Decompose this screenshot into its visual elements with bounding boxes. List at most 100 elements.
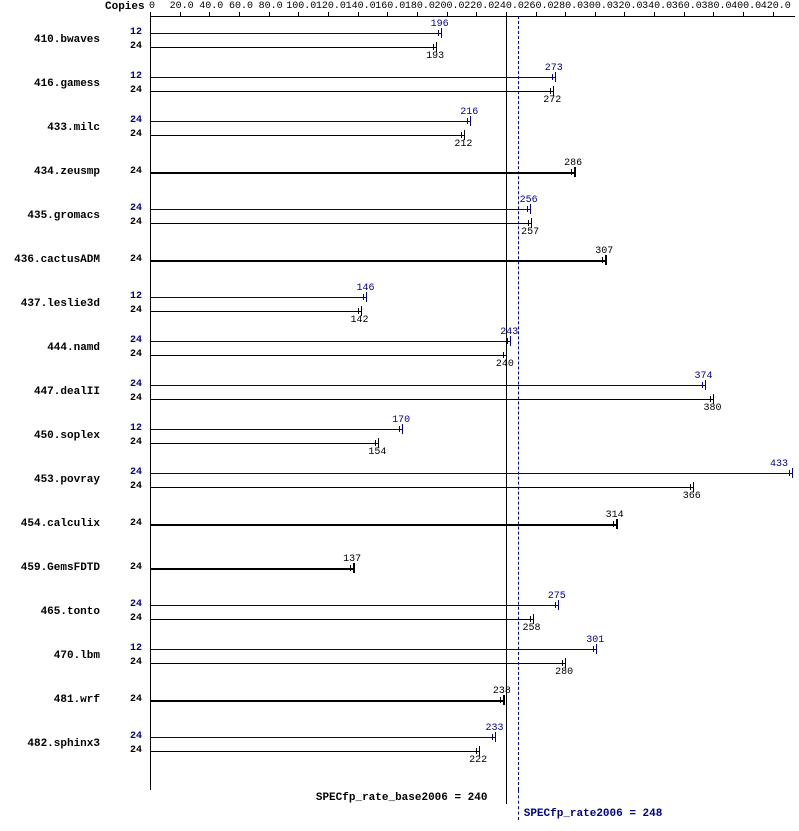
x-tick-label: 20.0	[168, 1, 196, 12]
bar	[150, 91, 553, 92]
series-name: 465.tonto	[0, 606, 100, 618]
bar-value: 170	[392, 415, 410, 426]
bar-value: 154	[368, 447, 386, 458]
bar-value: 146	[356, 283, 374, 294]
copies-value: 24	[110, 731, 142, 742]
bar	[150, 311, 361, 312]
copies-value: 24	[110, 379, 142, 390]
x-tick-label: 160.0	[375, 1, 403, 12]
bar	[150, 355, 506, 356]
bar	[150, 77, 555, 78]
copies-value: 24	[110, 166, 142, 177]
x-tick-label: 40.0	[197, 1, 225, 12]
series-name: 444.namd	[0, 342, 100, 354]
bar-value: 243	[500, 327, 518, 338]
copies-value: 24	[110, 518, 142, 529]
series-name: 437.leslie3d	[0, 298, 100, 310]
bar	[150, 619, 533, 620]
x-tick-label: 60.0	[227, 1, 255, 12]
bar	[150, 260, 605, 262]
copies-value: 12	[110, 291, 142, 302]
bar-value: 240	[496, 359, 514, 370]
copies-value: 24	[110, 562, 142, 573]
copies-value: 24	[110, 203, 142, 214]
bar	[150, 663, 565, 664]
bar-value: 273	[545, 63, 563, 74]
copies-value: 24	[110, 657, 142, 668]
bar	[150, 399, 713, 400]
bar-value: 433	[770, 459, 788, 470]
ref-base-label: SPECfp_rate_base2006 = 240	[316, 792, 488, 804]
copies-value: 12	[110, 423, 142, 434]
bar	[150, 172, 574, 174]
x-tick-label: 260.0	[524, 1, 552, 12]
bar-value: 374	[695, 371, 713, 382]
bar-value: 142	[351, 315, 369, 326]
bar-value: 307	[595, 246, 613, 257]
bar-value: 256	[520, 195, 538, 206]
ref-peak-label: SPECfp_rate2006 = 248	[524, 808, 663, 820]
x-tick-label: 220.0	[464, 1, 492, 12]
copies-value: 12	[110, 643, 142, 654]
bar	[150, 524, 616, 526]
bar	[150, 751, 479, 752]
series-name: 416.gamess	[0, 78, 100, 90]
copies-value: 24	[110, 305, 142, 316]
bar	[150, 443, 378, 444]
bar	[150, 737, 495, 738]
series-name: 447.dealII	[0, 386, 100, 398]
series-name: 434.zeusmp	[0, 166, 100, 178]
x-tick-label: 280.0	[553, 1, 581, 12]
series-name: 450.soplex	[0, 430, 100, 442]
bar	[150, 135, 464, 136]
copies-value: 24	[110, 41, 142, 52]
x-tick-label: 120.0	[316, 1, 344, 12]
bar	[150, 473, 792, 474]
x-tick-label: 420.0	[761, 1, 789, 12]
copies-value: 24	[110, 335, 142, 346]
bar-value: 238	[493, 686, 511, 697]
bar-value: 193	[426, 51, 444, 62]
x-tick-label: 380.0	[701, 1, 729, 12]
bar-value: 212	[454, 139, 472, 150]
copies-value: 24	[110, 115, 142, 126]
bar	[150, 33, 441, 34]
bar-value: 314	[606, 510, 624, 521]
reference-line	[518, 16, 519, 790]
bar-value: 137	[343, 554, 361, 565]
bar-value: 380	[703, 403, 721, 414]
series-name: 410.bwaves	[0, 34, 100, 46]
copies-value: 24	[110, 694, 142, 705]
copies-value: 24	[110, 437, 142, 448]
copies-value: 24	[110, 254, 142, 265]
bar-value: 216	[460, 107, 478, 118]
x-tick-label: 80.0	[257, 1, 285, 12]
series-name: 482.sphinx3	[0, 738, 100, 750]
bar-value: 222	[469, 755, 487, 766]
bar	[150, 568, 353, 570]
x-tick-label: 100.0	[286, 1, 314, 12]
bar	[150, 649, 596, 650]
series-name: 470.lbm	[0, 650, 100, 662]
copies-value: 12	[110, 27, 142, 38]
series-name: 435.gromacs	[0, 210, 100, 222]
x-tick-label: 360.0	[672, 1, 700, 12]
bar-value: 275	[548, 591, 566, 602]
copies-value: 24	[110, 613, 142, 624]
x-tick-label: 300.0	[583, 1, 611, 12]
bar-cap	[792, 468, 793, 478]
series-name: 433.milc	[0, 122, 100, 134]
bar	[150, 487, 693, 488]
bar-value: 257	[521, 227, 539, 238]
bar	[150, 209, 530, 210]
copies-value: 24	[110, 745, 142, 756]
copies-value: 24	[110, 85, 142, 96]
copies-value: 24	[110, 599, 142, 610]
x-tick-label: 240.0	[494, 1, 522, 12]
copies-value: 24	[110, 217, 142, 228]
bar	[150, 223, 531, 224]
bar	[150, 121, 470, 122]
bar	[150, 341, 510, 342]
x-axis	[150, 16, 795, 17]
copies-value: 24	[110, 481, 142, 492]
